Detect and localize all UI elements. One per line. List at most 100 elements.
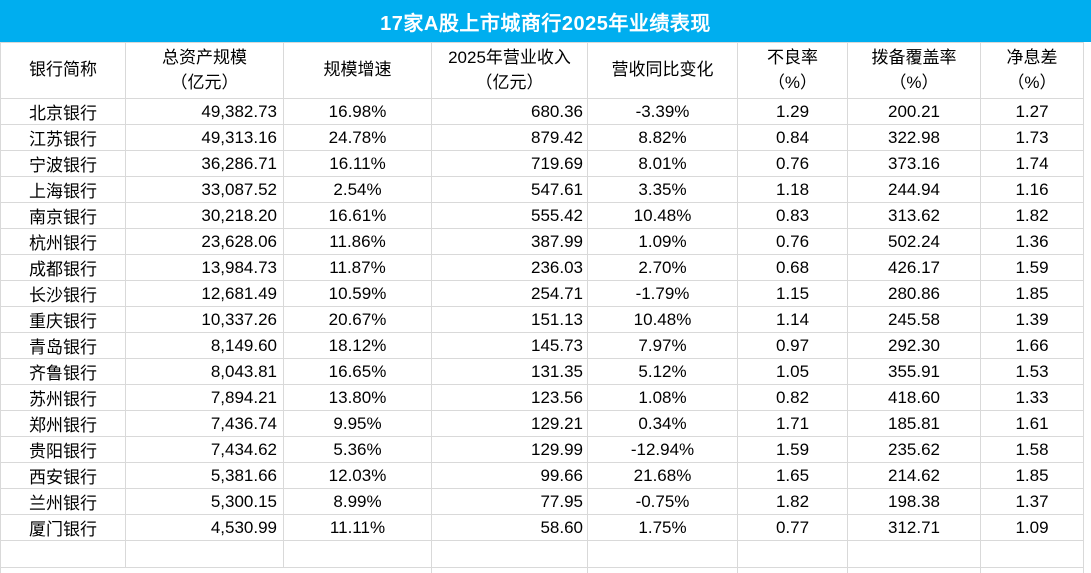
- cell-bank-name: 成都银行: [0, 254, 126, 281]
- cell-npl-ratio: 1.82: [737, 488, 848, 515]
- cell-provision-coverage: 198.38: [847, 488, 981, 515]
- cell-total-assets: 8,043.81: [125, 358, 284, 385]
- cell-revenue-2025: 145.73: [431, 332, 588, 359]
- cell-revenue-2025: 387.99: [431, 228, 588, 255]
- cell-total-assets: 10,337.26: [125, 306, 284, 333]
- cell-bank-name: 齐鲁银行: [0, 358, 126, 385]
- cell-provision-coverage: 235.62: [847, 436, 981, 463]
- header-label: 银行简称: [29, 60, 97, 80]
- cell-revenue-yoy: -0.75%: [587, 488, 738, 515]
- cell-npl-ratio: 1.59: [737, 436, 848, 463]
- cell-bank-name: 江苏银行: [0, 124, 126, 151]
- cell-provision-coverage: 312.71: [847, 514, 981, 541]
- header-label: 规模增速: [323, 60, 392, 80]
- header-unit: （亿元）: [170, 72, 239, 92]
- cell-revenue-2025: 129.21: [431, 410, 588, 437]
- cell-bank-name: 郑州银行: [0, 410, 126, 437]
- header-unit: （%）: [889, 72, 939, 92]
- cell-net-interest-margin: 1.73: [980, 124, 1084, 151]
- cell-revenue-2025: 129.99: [431, 436, 588, 463]
- cell-npl-ratio: 1.65: [737, 462, 848, 489]
- cell-revenue-yoy: 0.34%: [587, 410, 738, 437]
- cell-bank-name: 宁波银行: [0, 150, 126, 177]
- cell-asset-growth: 5.36%: [283, 436, 432, 463]
- cell-revenue-yoy: -1.79%: [587, 280, 738, 307]
- header-row: 银行简称 总资产规模 （亿元） 规模增速 2025年营业收入 （亿元） 营收同比…: [0, 42, 1084, 99]
- cell-net-interest-margin: 1.37: [980, 488, 1084, 515]
- cell-npl-ratio: 0.82: [737, 384, 848, 411]
- header-label: 营收同比变化: [611, 60, 714, 80]
- cell-net-interest-margin: 1.09: [980, 514, 1084, 541]
- cell-bank-name: 苏州银行: [0, 384, 126, 411]
- header-label: 不良率: [767, 47, 818, 67]
- cell-revenue-yoy: 2.70%: [587, 254, 738, 281]
- cell-net-interest-margin: 1.59: [980, 254, 1084, 281]
- cell-revenue-yoy: 21.68%: [587, 462, 738, 489]
- table-row: 苏州银行 7,894.21 13.80% 123.56 1.08% 0.82 418.60 1…: [0, 384, 1084, 411]
- cell-revenue-yoy: 3.35%: [587, 176, 738, 203]
- blank-cell: [587, 567, 738, 573]
- column-header-revenue-2025: 2025年营业收入 （亿元）: [431, 42, 588, 99]
- table-row: 贵阳银行 7,434.62 5.36% 129.99 -12.94% 1.59 235.62…: [0, 436, 1084, 463]
- page-title: 17家A股上市城商行2025年业绩表现: [380, 12, 711, 35]
- cell-revenue-yoy: 8.82%: [587, 124, 738, 151]
- cell-provision-coverage: 355.91: [847, 358, 981, 385]
- table-row: 江苏银行 49,313.16 24.78% 879.42 8.82% 0.84 322.98…: [0, 124, 1084, 151]
- cell-provision-coverage: 322.98: [847, 124, 981, 151]
- cell-revenue-yoy: 10.48%: [587, 306, 738, 333]
- blank-cell: [0, 540, 126, 568]
- cell-provision-coverage: 426.17: [847, 254, 981, 281]
- cell-total-assets: 7,894.21: [125, 384, 284, 411]
- cell-npl-ratio: 1.29: [737, 98, 848, 125]
- cell-npl-ratio: 1.05: [737, 358, 848, 385]
- header-unit: （%）: [1007, 72, 1057, 92]
- blank-cell: [283, 540, 432, 568]
- table-row: 厦门银行 4,530.99 11.11% 58.60 1.75% 0.77 312.71 1.…: [0, 514, 1084, 541]
- cell-revenue-2025: 77.95: [431, 488, 588, 515]
- banks-table: 银行简称 总资产规模 （亿元） 规模增速 2025年营业收入 （亿元） 营收同比…: [0, 42, 1084, 573]
- table-header: 银行简称 总资产规模 （亿元） 规模增速 2025年营业收入 （亿元） 营收同比…: [0, 42, 1084, 99]
- cell-revenue-2025: 131.35: [431, 358, 588, 385]
- cell-revenue-yoy: 8.01%: [587, 150, 738, 177]
- header-label: 总资产规模: [162, 47, 247, 67]
- cell-revenue-yoy: 1.75%: [587, 514, 738, 541]
- cell-revenue-yoy: -12.94%: [587, 436, 738, 463]
- cell-net-interest-margin: 1.85: [980, 280, 1084, 307]
- table-footer: 数据来源：Wind，21世纪经济报道记者梳理: [0, 540, 1084, 573]
- cell-net-interest-margin: 1.53: [980, 358, 1084, 385]
- cell-asset-growth: 2.54%: [283, 176, 432, 203]
- cell-total-assets: 8,149.60: [125, 332, 284, 359]
- blank-cell: [737, 567, 848, 573]
- cell-npl-ratio: 0.76: [737, 150, 848, 177]
- cell-total-assets: 30,218.20: [125, 202, 284, 229]
- cell-total-assets: 12,681.49: [125, 280, 284, 307]
- cell-bank-name: 北京银行: [0, 98, 126, 125]
- cell-revenue-2025: 555.42: [431, 202, 588, 229]
- cell-total-assets: 4,530.99: [125, 514, 284, 541]
- title-bar: 17家A股上市城商行2025年业绩表现: [0, 0, 1091, 42]
- cell-revenue-yoy: 7.97%: [587, 332, 738, 359]
- cell-revenue-yoy: 1.09%: [587, 228, 738, 255]
- blank-cell: [125, 540, 284, 568]
- column-header-bank-name: 银行简称: [0, 42, 126, 99]
- cell-net-interest-margin: 1.82: [980, 202, 1084, 229]
- blank-cell: [431, 540, 588, 568]
- cell-net-interest-margin: 1.66: [980, 332, 1084, 359]
- cell-net-interest-margin: 1.16: [980, 176, 1084, 203]
- cell-npl-ratio: 0.76: [737, 228, 848, 255]
- cell-bank-name: 贵阳银行: [0, 436, 126, 463]
- cell-npl-ratio: 0.97: [737, 332, 848, 359]
- cell-npl-ratio: 0.83: [737, 202, 848, 229]
- cell-revenue-2025: 547.61: [431, 176, 588, 203]
- cell-provision-coverage: 502.24: [847, 228, 981, 255]
- blank-cell: [847, 567, 981, 573]
- blank-cell: [737, 540, 848, 568]
- cell-provision-coverage: 244.94: [847, 176, 981, 203]
- cell-provision-coverage: 280.86: [847, 280, 981, 307]
- cell-asset-growth: 12.03%: [283, 462, 432, 489]
- cell-npl-ratio: 0.77: [737, 514, 848, 541]
- cell-asset-growth: 16.11%: [283, 150, 432, 177]
- cell-total-assets: 13,984.73: [125, 254, 284, 281]
- cell-net-interest-margin: 1.39: [980, 306, 1084, 333]
- column-header-asset-growth: 规模增速: [283, 42, 432, 99]
